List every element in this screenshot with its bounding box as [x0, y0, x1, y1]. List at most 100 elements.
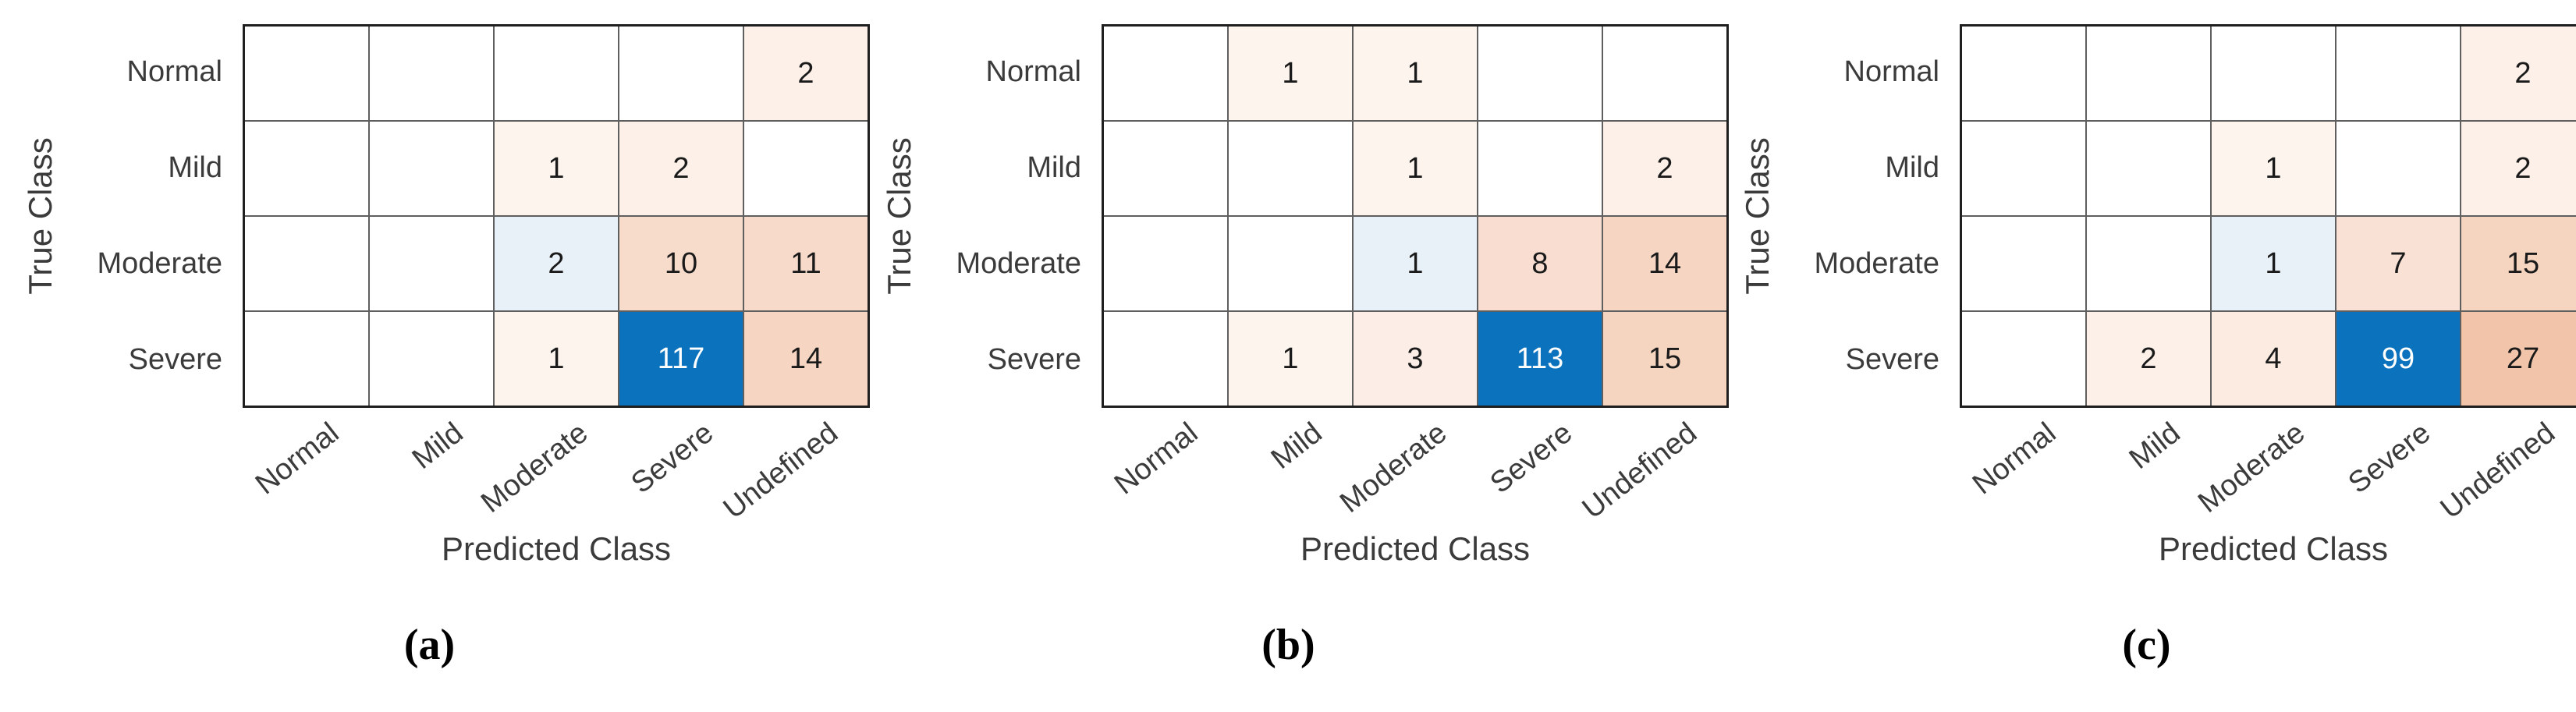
matrix-cell [1229, 217, 1352, 310]
matrix-cell: 2 [2461, 27, 2576, 120]
matrix-cell: 1 [2212, 122, 2335, 215]
col-label-severe: Severe [1484, 416, 1578, 501]
matrix-cell [2087, 122, 2210, 215]
x-axis-label: Predicted Class [441, 530, 672, 567]
col-label-moderate: Moderate [475, 416, 594, 519]
matrix-cell: 2 [619, 122, 743, 215]
matrix-cell [370, 122, 493, 215]
row-labels: Normal Mild Moderate Severe [0, 24, 233, 408]
matrix-cell: 99 [2336, 312, 2460, 406]
matrix-cell [1104, 217, 1227, 310]
row-label-mild: Mild [168, 151, 222, 184]
matrix-cell [2336, 122, 2460, 215]
matrix-cell [2336, 27, 2460, 120]
matrix-cell: 2 [495, 217, 618, 310]
x-axis-label: Predicted Class [1300, 530, 1531, 567]
matrix-cell [245, 217, 368, 310]
matrix-cell [370, 27, 493, 120]
col-label-mild: Mild [1265, 416, 1329, 476]
matrix-cell: 7 [2336, 217, 2460, 310]
row-label-normal: Normal [985, 55, 1081, 88]
panel-c: True Class Normal Mild Moderate Severe 2… [1717, 0, 2576, 712]
matrix-cell: 2 [2087, 312, 2210, 406]
matrix-cell: 1 [1354, 122, 1477, 215]
matrix-cell: 3 [1354, 312, 1477, 406]
matrix-cell: 14 [744, 312, 868, 406]
matrix-cell: 1 [1229, 27, 1352, 120]
col-label-normal: Normal [1966, 416, 2062, 501]
row-label-severe: Severe [128, 343, 222, 376]
matrix-cell [2087, 27, 2210, 120]
col-label-severe: Severe [2342, 416, 2436, 501]
matrix-cell: 1 [495, 312, 618, 406]
row-labels: Normal Mild Moderate Severe [1717, 24, 1950, 408]
col-label-normal: Normal [1108, 416, 1204, 501]
matrix-cell [2087, 217, 2210, 310]
matrix-cell: 113 [1478, 312, 1602, 406]
row-label-moderate: Moderate [956, 247, 1081, 280]
panel-caption: (b) [1261, 621, 1315, 669]
matrix-cell: 1 [1229, 312, 1352, 406]
matrix-cell: 2 [744, 27, 868, 120]
row-labels: Normal Mild Moderate Severe [859, 24, 1092, 408]
matrix-cell: 1 [1354, 217, 1477, 310]
matrix-grid: 2 1 2 1 7 15 2 4 99 27 [1960, 24, 2576, 408]
matrix-cell [1962, 217, 2085, 310]
matrix-cell: 11 [744, 217, 868, 310]
matrix-cell: 15 [2461, 217, 2576, 310]
row-label-severe: Severe [1845, 343, 1939, 376]
matrix-cell [495, 27, 618, 120]
matrix-cell [245, 27, 368, 120]
matrix-cell: 1 [1354, 27, 1477, 120]
matrix-cell [1962, 312, 2085, 406]
col-label-undefined: Undefined [717, 416, 844, 526]
matrix-cell: 2 [2461, 122, 2576, 215]
matrix-cell: 1 [2212, 217, 2335, 310]
row-label-severe: Severe [987, 343, 1081, 376]
col-label-undefined: Undefined [2434, 416, 2561, 526]
matrix-cell: 2 [1603, 122, 1726, 215]
matrix-cell: 117 [619, 312, 743, 406]
matrix-cell [245, 312, 368, 406]
col-label-moderate: Moderate [1334, 416, 1453, 519]
row-label-normal: Normal [126, 55, 222, 88]
matrix-cell: 14 [1603, 217, 1726, 310]
panel-a: True Class Normal Mild Moderate Severe 2… [0, 0, 870, 712]
matrix-cell [1229, 122, 1352, 215]
matrix-cell [1478, 122, 1602, 215]
matrix-cell [1962, 122, 2085, 215]
matrix-cell: 1 [495, 122, 618, 215]
matrix-grid: 2 1 2 2 10 11 1 117 14 [243, 24, 870, 408]
col-label-mild: Mild [406, 416, 470, 476]
panel-b: True Class Normal Mild Moderate Severe 1… [859, 0, 1729, 712]
matrix-cell [1478, 27, 1602, 120]
matrix-cell [619, 27, 743, 120]
matrix-cell: 15 [1603, 312, 1726, 406]
col-label-severe: Severe [625, 416, 719, 501]
row-label-moderate: Moderate [97, 247, 222, 280]
matrix-cell [1104, 27, 1227, 120]
matrix-cell [2212, 27, 2335, 120]
matrix-cell [1104, 312, 1227, 406]
matrix-cell: 8 [1478, 217, 1602, 310]
col-label-undefined: Undefined [1576, 416, 1703, 526]
row-label-mild: Mild [1027, 151, 1081, 184]
matrix-cell [1603, 27, 1726, 120]
matrix-cell: 27 [2461, 312, 2576, 406]
panel-caption: (a) [403, 621, 456, 669]
col-label-moderate: Moderate [2192, 416, 2312, 519]
row-label-normal: Normal [1843, 55, 1939, 88]
matrix-cell [370, 217, 493, 310]
matrix-cell: 10 [619, 217, 743, 310]
matrix-cell [1962, 27, 2085, 120]
matrix-grid: 1 1 1 2 1 8 14 1 3 113 15 [1102, 24, 1729, 408]
x-axis-label: Predicted Class [2158, 530, 2389, 567]
matrix-cell [370, 312, 493, 406]
col-label-normal: Normal [249, 416, 345, 501]
matrix-cell [245, 122, 368, 215]
matrix-cell [1104, 122, 1227, 215]
panel-caption: (c) [2122, 621, 2171, 669]
col-label-mild: Mild [2124, 416, 2187, 476]
matrix-cell: 4 [2212, 312, 2335, 406]
